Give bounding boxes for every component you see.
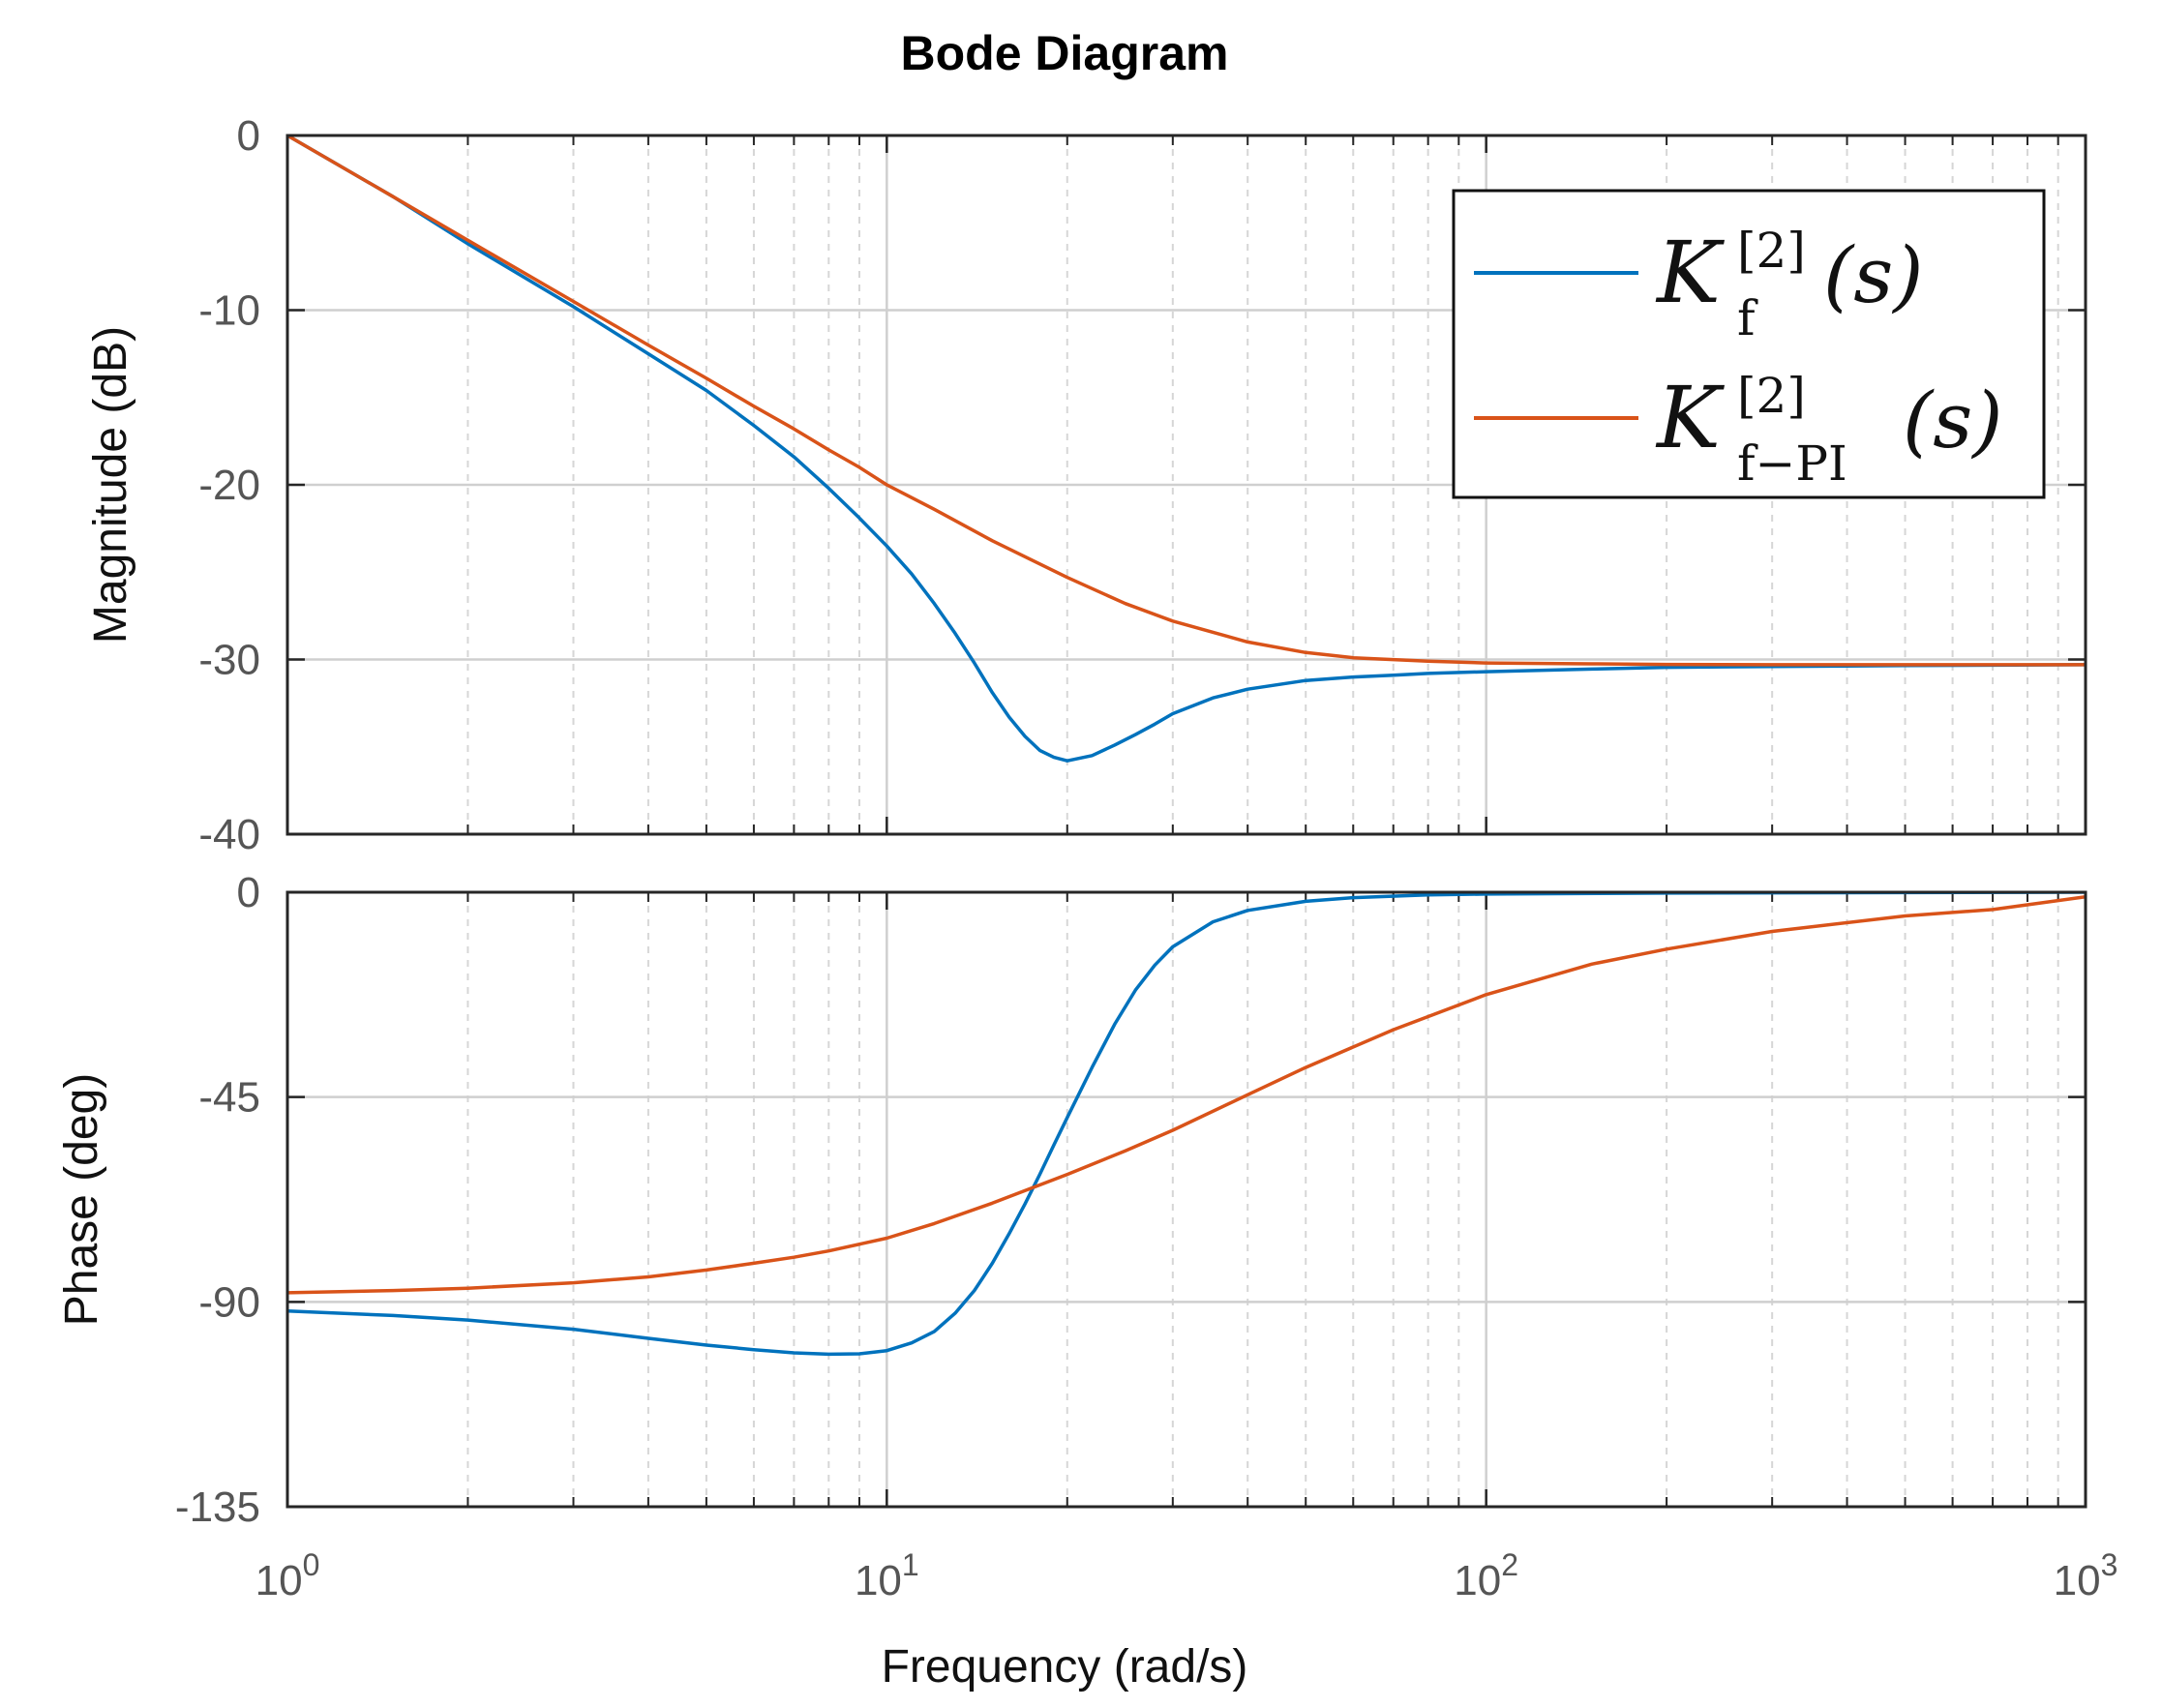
legend-superscript: [2] — [1737, 223, 1806, 279]
legend-argument: (s) — [1823, 230, 1923, 320]
y-tick-label: -90 — [198, 1278, 260, 1326]
series-line-KfPI-phase — [287, 894, 2086, 1295]
x-axis-label: Frequency (rad/s) — [882, 1641, 1248, 1693]
legend-symbol: K — [1655, 223, 1725, 322]
plot-panels: 0 -10 -20 -30 -40 Magnitude (dB) 0 -45 -90 -135 Ph… — [56, 112, 2117, 1604]
y-axis-label-magnitude: Magnitude (dB) — [85, 326, 136, 644]
legend-entry-Kf: K [2] f (s) — [1474, 223, 1923, 346]
series-line-Kf-magnitude — [287, 135, 2086, 763]
y-tick-label: 0 — [237, 869, 260, 916]
x-tick-label: 103 — [2054, 1547, 2118, 1604]
series-line-Kf-phase — [287, 892, 2086, 1357]
legend-subscript: f−PI — [1737, 435, 1847, 492]
series-line-KfPI-magnitude — [287, 135, 2086, 667]
chart-title: Bode Diagram — [901, 26, 1229, 80]
x-tick-label: 101 — [855, 1547, 919, 1604]
x-tick-label: 100 — [255, 1547, 320, 1604]
y-tick-label: -30 — [198, 637, 260, 684]
panel-phase: 0 -45 -90 -135 Phase (deg) 100 101 102 103 — [56, 869, 2117, 1604]
y-tick-label: -135 — [175, 1483, 260, 1531]
legend-superscript: [2] — [1737, 368, 1806, 424]
y-tick-label: -10 — [198, 287, 260, 335]
axes-box — [285, 890, 2087, 1509]
axes-box — [285, 134, 2087, 836]
y-tick-label: -20 — [198, 462, 260, 509]
legend-box — [1452, 189, 2046, 499]
legend-entry-KfPI: K [2] f−PI (s) — [1474, 368, 2002, 492]
y-axis-label-phase: Phase (deg) — [56, 1073, 107, 1327]
y-tick-label: -45 — [198, 1074, 260, 1122]
y-tick-label: -40 — [198, 811, 260, 858]
x-tick-label: 102 — [1454, 1547, 1518, 1604]
legend-subscript: f — [1737, 290, 1758, 346]
panel-magnitude: 0 -10 -20 -30 -40 Magnitude (dB) — [85, 112, 2087, 858]
legend: K [2]f (s)K [2]f−PI (s) — [1452, 189, 2046, 499]
y-tick-label: 0 — [237, 112, 260, 160]
legend-argument: (s) — [1903, 375, 2002, 465]
legend-symbol: K — [1655, 368, 1725, 467]
